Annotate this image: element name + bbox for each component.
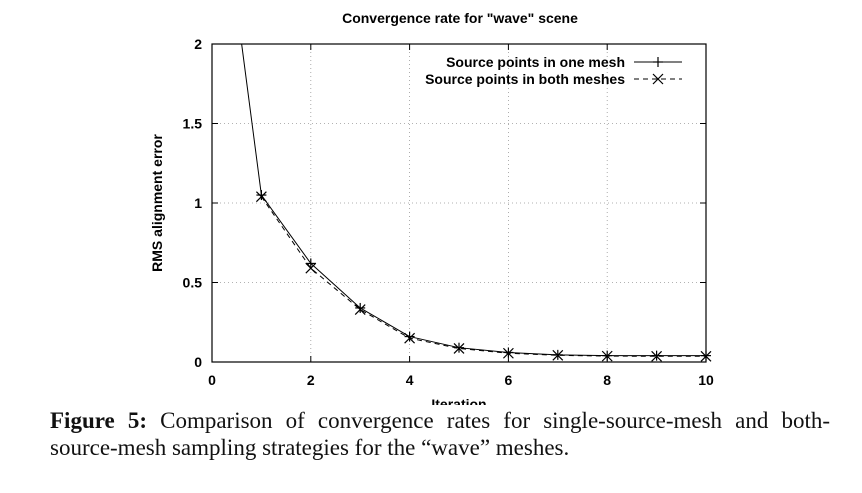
convergence-chart: Convergence rate for "wave" scene 0 2 4 6 8 1… <box>149 10 714 405</box>
legend-label-one-mesh: Source points in one mesh <box>446 54 625 70</box>
y-tick-label: 0.5 <box>183 275 203 291</box>
data-point-both-meshes <box>601 350 613 362</box>
series-line-both-meshes <box>260 196 706 357</box>
chart-title: Convergence rate for "wave" scene <box>342 10 578 26</box>
y-axis-ticks: 0 0.5 1 1.5 2 <box>183 36 706 370</box>
y-tick-label: 1.5 <box>183 116 203 132</box>
marker-x-b <box>255 191 267 203</box>
y-tick-label: 1 <box>194 195 202 211</box>
data-point-both-meshes <box>651 350 663 362</box>
data-point-both-meshes <box>700 350 712 362</box>
y-tick-label: 0 <box>194 354 202 370</box>
x-tick-label: 10 <box>698 372 714 388</box>
x-tick-label: 4 <box>406 372 414 388</box>
legend: Source points in one mesh Source points … <box>425 54 682 87</box>
x-tick-label: 0 <box>208 372 216 388</box>
figure-caption: Figure 5: Comparison of convergence rate… <box>50 407 830 461</box>
y-axis-label: RMS alignment error <box>149 134 165 272</box>
legend-label-both-meshes: Source points in both meshes <box>425 71 625 87</box>
data-point-one-mesh <box>404 331 415 342</box>
marker-x-b <box>404 332 416 344</box>
x-tick-label: 8 <box>603 372 611 388</box>
data-point-one-mesh <box>355 302 366 313</box>
x-axis-label: Iteration <box>431 396 486 405</box>
data-point-both-meshes <box>502 347 514 359</box>
series-line-one-mesh <box>241 43 706 357</box>
data-point-both-meshes <box>255 191 267 203</box>
legend-marker-x-b <box>652 73 664 85</box>
x-axis-ticks: 0 2 4 6 8 10 <box>208 44 714 388</box>
data-point-both-meshes <box>354 304 366 315</box>
marker-x-b <box>354 304 366 315</box>
marker-x-b <box>601 350 613 362</box>
plot-frame <box>211 43 707 363</box>
data-point-both-meshes <box>305 262 317 274</box>
grid-lines <box>212 44 706 362</box>
marker-x-b <box>552 349 564 361</box>
data-point-both-meshes <box>453 343 465 354</box>
marker-x-b <box>453 343 465 354</box>
data-point-one-mesh <box>256 190 267 201</box>
caption-text: Comparison of convergence rates for sing… <box>50 408 831 460</box>
x-tick-label: 6 <box>505 372 513 388</box>
caption-label: Figure 5: <box>50 408 147 433</box>
y-tick-label: 2 <box>194 36 202 52</box>
data-point-both-meshes <box>552 349 564 361</box>
marker-x-b <box>651 350 663 362</box>
data-point-both-meshes <box>404 332 416 344</box>
series-layer <box>241 43 712 362</box>
marker-x-b <box>305 262 317 274</box>
marker-x-b <box>502 347 514 359</box>
x-tick-label: 2 <box>307 372 315 388</box>
marker-x-b <box>700 350 712 362</box>
